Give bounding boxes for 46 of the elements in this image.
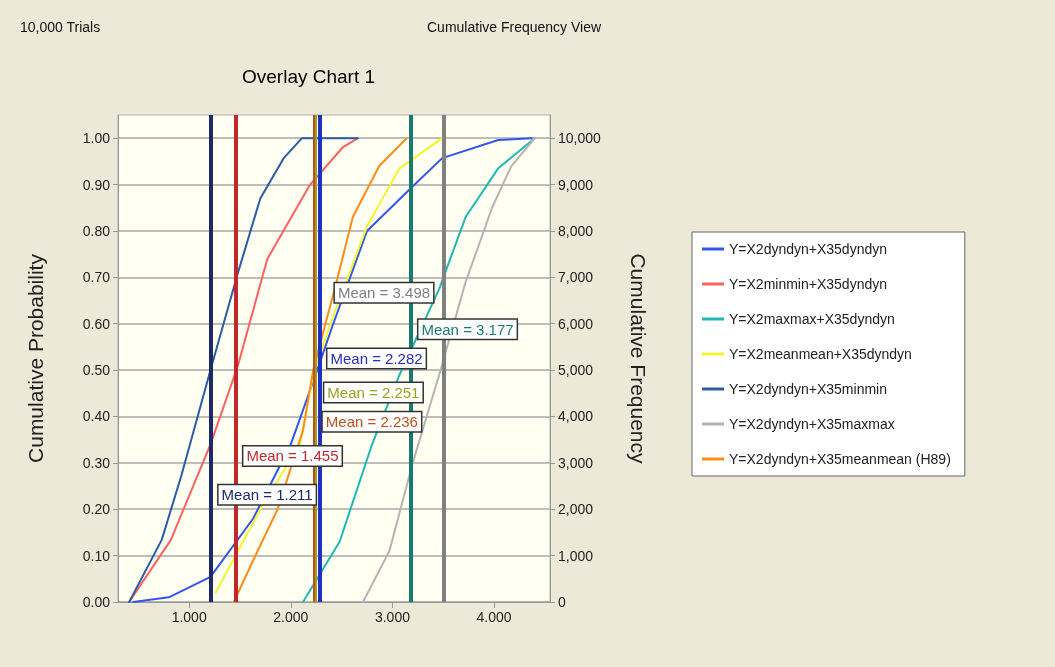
ref-line-label: Mean = 3.498 <box>337 284 431 302</box>
y-tick-label: 0.10 <box>82 547 111 564</box>
y2-tick-label: 4,000 <box>558 408 594 425</box>
y2-tick-label: 6,000 <box>558 315 594 332</box>
ref-line-label: Mean = 2.236 <box>325 413 418 431</box>
y-tick-label: 0.20 <box>82 501 111 518</box>
y-tick-label: 0.90 <box>82 176 111 193</box>
y-tick-label: 0.70 <box>82 269 111 286</box>
y2-tick-label: 8,000 <box>558 222 594 239</box>
ref-line-label: Mean = 2.251 <box>327 384 420 402</box>
y-tick-label: 0.80 <box>82 222 111 239</box>
legend-label: Y=X2dyndyn+X35minmin <box>729 381 887 397</box>
y2-tick-label: 9,000 <box>558 176 594 193</box>
legend-label: Y=X2maxmax+X35dyndyn <box>729 311 895 327</box>
x-tick-label: 4.000 <box>476 609 512 625</box>
x-tick-label: 2.000 <box>273 609 309 625</box>
ref-line-label: Mean = 1.211 <box>221 486 313 504</box>
y-axis-title: Cumulative Probability <box>24 253 47 463</box>
legend-label: Y=X2dyndyn+X35maxmax <box>729 416 895 432</box>
y2-tick-label: 2,000 <box>558 501 594 518</box>
y-tick-label: 0.60 <box>82 315 111 332</box>
y-tick-label: 0.50 <box>82 362 111 379</box>
legend-label: Y=X2dyndyn+X35meanmean (H89) <box>729 451 951 467</box>
y-tick-label: 0.00 <box>82 594 111 610</box>
ref-line-label: Mean = 3.177 <box>421 320 514 338</box>
y2-tick-label: 3,000 <box>558 454 594 471</box>
y-tick-label: 1.00 <box>82 130 111 147</box>
y2-tick-label: 10,000 <box>558 130 602 147</box>
y2-tick-label: 7,000 <box>558 269 594 286</box>
y-tick-label: 0.30 <box>82 454 111 471</box>
legend-label: Y=X2meanmean+X35dyndyn <box>729 346 912 362</box>
y2-axis-title: Cumulative Frequency <box>627 253 650 465</box>
legend-label: Y=X2minmin+X35dyndyn <box>729 276 887 292</box>
ref-line-label: Mean = 2.282 <box>330 350 423 367</box>
y2-tick-label: 5,000 <box>558 362 594 379</box>
ref-line-label: Mean = 1.455 <box>246 447 339 465</box>
y2-tick-label: 0 <box>558 594 566 610</box>
y-tick-label: 0.40 <box>82 408 111 425</box>
y2-tick-label: 1,000 <box>558 547 594 564</box>
x-tick-label: 3.000 <box>374 609 411 625</box>
line-series <box>132 137 533 603</box>
chart-title: Overlay Chart 1 <box>242 66 376 87</box>
legend-label: Y=X2dyndyn+X35dyndyn <box>729 241 888 257</box>
text: Cumulative Frequency View <box>427 19 602 35</box>
text: 10,000 Trials <box>20 19 101 35</box>
x-tick-label: 1.000 <box>171 609 207 625</box>
